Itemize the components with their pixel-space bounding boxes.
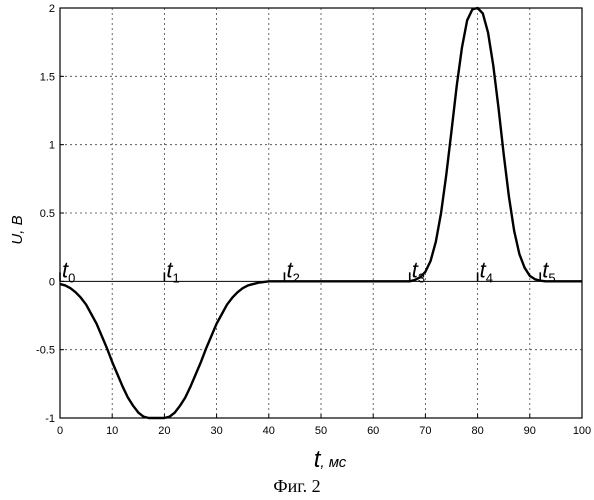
tick-label-y: -0.5 [36,345,55,357]
y-axis-label: U, B [9,215,26,244]
tick-label-x: 20 [158,425,170,437]
marker-subscript: 1 [173,270,180,285]
x-axis-label: t, мс [314,446,347,473]
marker-subscript: 0 [68,270,75,285]
marker-subscript: 2 [293,270,300,285]
marker-label-t3: t3 [412,257,425,285]
marker-label-t1: t1 [166,257,179,285]
marker-subscript: 5 [548,270,555,285]
tick-label-x: 100 [573,425,591,437]
marker-label-t2: t2 [286,257,299,285]
tick-label-x: 60 [367,425,379,437]
tick-label-x: 0 [57,425,63,437]
figure-caption: Фиг. 2 [0,476,594,497]
tick-label-y: 1.5 [40,71,55,83]
tick-label-x: 30 [210,425,222,437]
tick-label-y: 0.5 [40,208,55,220]
tick-label-y: 2 [49,3,55,15]
tick-label-y: 1 [49,140,55,152]
tick-label-x: 10 [106,425,118,437]
tick-label-x: 90 [524,425,536,437]
grid [60,8,582,418]
x-axis-unit: , мс [320,454,346,471]
tick-label-x: 40 [263,425,275,437]
marker-subscript: 4 [486,270,493,285]
marker-label-t5: t5 [542,257,555,285]
axis-ticks: 0102030405060708090100-1-0.500.511.52 [36,3,591,437]
marker-subscript: 3 [418,270,425,285]
marker-label-t0: t0 [62,257,75,285]
tick-label-x: 50 [315,425,327,437]
tick-label-x: 80 [471,425,483,437]
tick-label-y: -1 [45,413,55,425]
tick-label-y: 0 [49,276,55,288]
tick-label-x: 70 [419,425,431,437]
marker-label-t4: t4 [480,257,493,285]
